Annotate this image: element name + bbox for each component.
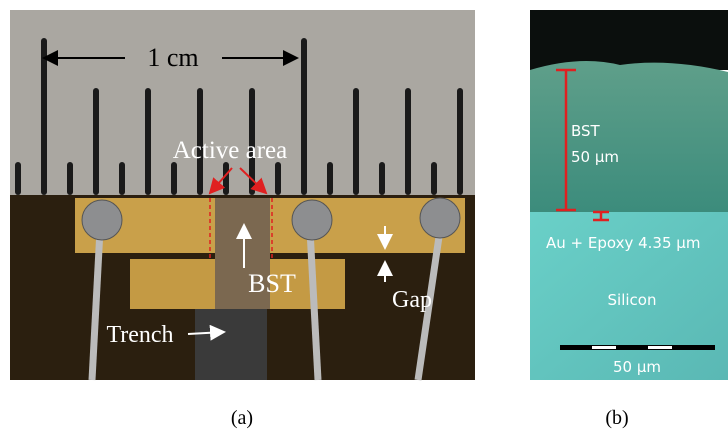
background [530, 10, 728, 70]
bst-label: BST [571, 122, 601, 140]
pad [82, 200, 122, 240]
interlayer-label: Au + Epoxy 4.35 µm [546, 234, 700, 252]
bar-segment [648, 346, 672, 349]
active-area-label: Active area [173, 137, 288, 164]
scale-label: 1 cm [147, 43, 198, 72]
ruler-tick [353, 88, 359, 195]
trench [195, 309, 267, 380]
pad [292, 200, 332, 240]
ruler-tick [327, 162, 333, 195]
bst-thickness-label: 50 µm [571, 148, 619, 166]
caption-a: (a) [231, 407, 253, 429]
page: 1 cm Active area BST Gap Trench (a) BST … [0, 0, 728, 435]
bar-segment [592, 346, 616, 349]
substrate-label: Silicon [608, 291, 657, 309]
photo-b: BST 50 µm Au + Epoxy 4.35 µm Silicon 50 … [530, 10, 728, 380]
ruler-tick [405, 88, 411, 195]
pad [420, 198, 460, 238]
scale-bar [560, 345, 715, 350]
trench-label: Trench [106, 322, 173, 348]
photo-a: 1 cm Active area BST Gap Trench [10, 10, 475, 380]
figure: 1 cm Active area BST Gap Trench (a) BST … [0, 0, 728, 435]
ruler-tick [301, 38, 307, 195]
ruler-tick [275, 162, 281, 195]
ruler-tick [457, 88, 463, 195]
ruler-tick [379, 162, 385, 195]
ruler-tick [145, 88, 151, 195]
bst-layer [530, 61, 728, 212]
ruler-tick [93, 88, 99, 195]
bar [560, 345, 715, 350]
ruler-tick [15, 162, 21, 195]
bst-label: BST [248, 269, 296, 298]
caption-b: (b) [605, 407, 628, 429]
ruler-tick [67, 162, 73, 195]
ruler-tick [171, 162, 177, 195]
ruler-tick [41, 38, 47, 195]
ruler-tick [431, 162, 437, 195]
ruler-tick [119, 162, 125, 195]
gap-label: Gap [392, 287, 432, 313]
scale-bar-label: 50 µm [613, 358, 661, 376]
